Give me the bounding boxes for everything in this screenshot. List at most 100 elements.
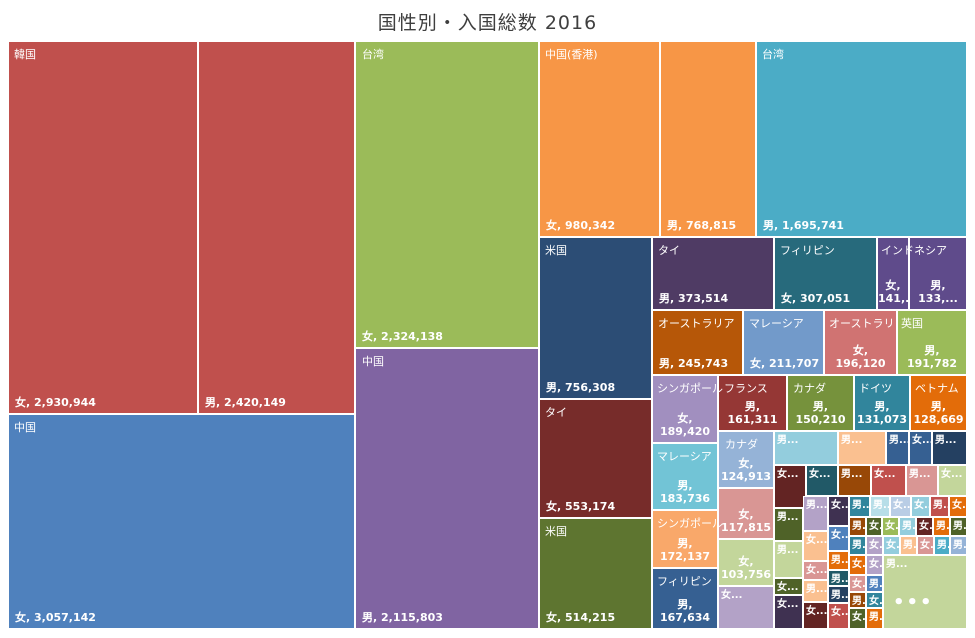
small-tile-label: 男... xyxy=(869,612,883,623)
small-tile-label: 男... xyxy=(903,540,917,551)
group-label: フィリピン xyxy=(657,575,712,588)
small-tile-label: 女... xyxy=(852,579,866,590)
treemap-tile: 男, 172,137 xyxy=(652,510,718,568)
treemap-small-tile: 女... xyxy=(828,526,849,551)
small-tile-label: 女... xyxy=(941,469,963,480)
treemap-small-tile: 女... xyxy=(774,578,803,595)
more-indicator: ••• xyxy=(893,592,934,613)
treemap-small-tile: 男... xyxy=(774,508,803,541)
treemap-small-tile: 女... xyxy=(916,517,933,536)
treemap-tile: 男, 131,073 xyxy=(854,375,910,431)
treemap-small-tile: 男... xyxy=(774,541,803,578)
small-tile-label: 男... xyxy=(889,435,909,446)
treemap-tile: 男, 150,210 xyxy=(787,375,854,431)
tile-value-label: 男, 183,736 xyxy=(659,479,711,505)
treemap-small-tile: 男... xyxy=(930,496,949,517)
tile-value-label: 男, 167,634 xyxy=(659,598,711,624)
treemap-tile: 男, 2,115,803 xyxy=(355,348,539,629)
treemap-small-tile: 女... xyxy=(866,536,883,555)
tile-value-label: 男, 373,514 xyxy=(659,292,729,305)
group-label: 米国 xyxy=(545,525,567,538)
treemap-small-tile: 男... xyxy=(950,536,967,555)
small-tile-label: 女... xyxy=(912,435,932,446)
treemap-tile: 男, 768,815 xyxy=(660,41,756,237)
small-tile-label: 男... xyxy=(806,500,828,511)
small-tile-label: 男... xyxy=(806,584,828,595)
treemap-tile: 女, 2,324,138 xyxy=(355,41,539,348)
treemap-tile: 男, 245,743 xyxy=(652,310,743,375)
small-tile-label: 女... xyxy=(831,530,849,541)
small-tile-label: 女... xyxy=(777,469,799,480)
small-tile-label: 女... xyxy=(869,540,883,551)
treemap-small-tile: 男... xyxy=(803,580,828,602)
group-label: タイ xyxy=(545,406,567,419)
tile-value-label: 男, 133,... xyxy=(918,279,958,305)
treemap-small-tile: 女... xyxy=(949,496,967,517)
tile-value-label: 男, 1,695,741 xyxy=(763,219,844,232)
treemap-small-tile: 男... xyxy=(866,575,883,592)
small-tile-label: 男... xyxy=(841,435,863,446)
small-tile-label: 男... xyxy=(841,469,863,480)
treemap-tile: 男, 133,... xyxy=(909,237,967,310)
small-tile-label: 女... xyxy=(919,521,933,532)
treemap-small-tile: 女... xyxy=(849,575,866,592)
treemap-small-tile: 男... xyxy=(899,517,916,536)
treemap-tile: 男, 1,695,741 xyxy=(756,41,967,237)
treemap-small-tile: 男... xyxy=(906,465,938,496)
group-label: 英国 xyxy=(901,317,923,330)
treemap-small-tile: 男... xyxy=(774,431,838,465)
tile-value-label: 男, 131,073 xyxy=(856,400,908,426)
tile-value-label: 男, 768,815 xyxy=(667,219,737,232)
treemap-small-tile: 女... xyxy=(849,608,866,629)
small-tile-label: 男... xyxy=(873,500,889,511)
small-tile-label: 男... xyxy=(933,500,948,511)
treemap-small-tile: 女... xyxy=(909,431,932,465)
treemap-tile: 男, 373,514 xyxy=(652,237,774,310)
treemap-tile: 男, 2,420,149 xyxy=(198,41,355,414)
small-tile-label: 男... xyxy=(852,540,866,551)
small-tile-label: 男... xyxy=(831,574,849,585)
small-tile-label: 男... xyxy=(777,545,799,556)
group-label: 中国 xyxy=(362,355,384,368)
small-tile-label: 女... xyxy=(869,559,883,570)
treemap-small-tile: 女... xyxy=(774,465,806,508)
treemap-tile: 男, 128,669 xyxy=(910,375,967,431)
treemap-tile: 男, 756,308 xyxy=(539,237,652,399)
small-tile-label: 女... xyxy=(893,500,911,511)
group-label: 韓国 xyxy=(14,48,36,61)
group-label: フィリピン xyxy=(780,244,835,257)
group-label: ドイツ xyxy=(859,382,892,395)
treemap-small-tile: 男... xyxy=(950,517,967,536)
treemap-small-tile: 女... xyxy=(803,561,828,580)
small-tile-label: 女... xyxy=(852,559,866,570)
tile-value-label: 男, 172,137 xyxy=(659,537,711,563)
group-label: タイ xyxy=(658,244,680,257)
group-label: カナダ xyxy=(725,438,758,451)
small-tile-label: 女... xyxy=(914,500,929,511)
treemap-small-tile: 男... xyxy=(838,465,871,496)
tile-value-label: 男, 150,210 xyxy=(795,400,846,426)
treemap-tile: 女, 553,174 xyxy=(539,399,652,518)
tile-value-label: 女, 2,930,944 xyxy=(15,396,96,409)
treemap-small-tile: 女... xyxy=(866,517,882,536)
treemap-tile: 女, 196,120 xyxy=(824,310,897,375)
treemap-small-tile: 男... xyxy=(934,536,950,555)
small-tile-label: 男... xyxy=(953,540,967,551)
tile-value-label: 男, 756,308 xyxy=(546,381,616,394)
treemap-small-tile: 男... xyxy=(838,431,886,465)
treemap-tile: 女, 2,930,944 xyxy=(8,41,198,414)
tile-value-label: 女, 514,215 xyxy=(546,611,616,624)
treemap-small-tile: 女... xyxy=(828,603,849,629)
treemap-tile: 男, 183,736 xyxy=(652,443,718,510)
group-label: ベトナム xyxy=(915,382,959,395)
treemap-small-tile: 女... xyxy=(883,536,900,555)
small-tile-label: 男... xyxy=(935,435,957,446)
tile-value-label: 男, 191,782 xyxy=(906,344,958,370)
small-tile-label: 女... xyxy=(806,535,828,546)
treemap-small-tile: 男... xyxy=(828,570,849,586)
treemap-tile: 女, 141,... xyxy=(877,237,909,310)
treemap-small-tile: 女... xyxy=(828,496,849,526)
group-label: マレーシア xyxy=(749,317,804,330)
treemap-small-tile: 男... xyxy=(932,431,967,465)
group-label: オーストラリア xyxy=(658,317,735,330)
